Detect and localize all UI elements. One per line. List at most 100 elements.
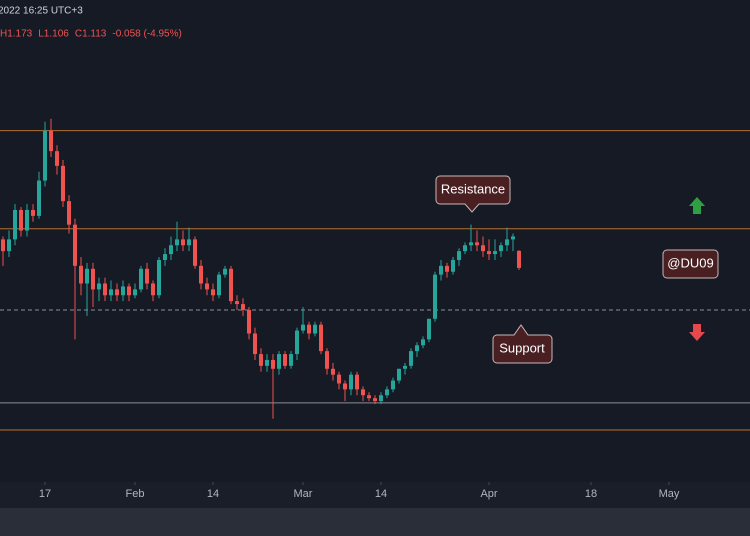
candle-body [181, 239, 185, 246]
candle-body [295, 330, 299, 355]
candle-body [373, 398, 377, 402]
ohlc-value: H1.173 [0, 29, 33, 40]
candle-body [25, 209, 29, 231]
candle-body [139, 268, 143, 290]
candle-body [145, 268, 149, 284]
candle-body [493, 251, 497, 255]
candle-body [1, 239, 5, 252]
candle-body [445, 265, 449, 272]
candle-body [61, 165, 65, 202]
candle-body [355, 374, 359, 390]
candle-body [427, 318, 431, 340]
candle-body [217, 274, 221, 296]
candle-body [67, 201, 71, 225]
candle-body [331, 368, 335, 375]
bottom-strip [0, 508, 750, 536]
candle-body [301, 324, 305, 331]
candle-body [313, 324, 317, 334]
callout-box [435, 175, 511, 213]
candle-body [211, 289, 215, 296]
candle-body [223, 268, 227, 275]
candle-body [121, 286, 125, 296]
candle-body [163, 254, 167, 260]
down-arrow [689, 324, 705, 341]
x-tick-label: 17 [39, 488, 51, 500]
candle-body [79, 265, 83, 284]
candle-body [289, 354, 293, 366]
candle-body [235, 301, 239, 305]
candle-body [283, 354, 287, 366]
candle-body [403, 365, 407, 369]
candle-body [37, 180, 41, 216]
candle-body [7, 239, 11, 252]
candle-body [247, 309, 251, 334]
x-tick-label: May [659, 488, 680, 500]
candle-body [19, 209, 23, 231]
candle-body [397, 368, 401, 381]
candle-body [91, 268, 95, 290]
ohlc-value: C1.113 [75, 29, 107, 40]
candle-body [307, 324, 311, 334]
candle-body [337, 374, 341, 384]
candle-body [367, 395, 371, 399]
resistance-callout: Resistance [435, 175, 511, 213]
candle-body [199, 265, 203, 284]
x-tick-label: 14 [207, 488, 219, 500]
candle-body [109, 289, 113, 296]
candle-body [265, 359, 269, 366]
x-tick-label: Feb [126, 488, 145, 500]
candle-body [73, 224, 77, 266]
candle-body [349, 374, 353, 390]
candle-body [325, 351, 329, 369]
candle-body [487, 251, 491, 255]
candle-body [271, 359, 275, 369]
candle-body [175, 239, 179, 246]
callout-box [492, 324, 553, 364]
candle-body [481, 245, 485, 252]
candle-body [463, 245, 467, 252]
plot-background [0, 0, 750, 482]
ohlc-value: L1.106 [38, 29, 69, 40]
ohlc-value: -0.058 (-4.95%) [112, 29, 181, 40]
candle-body [451, 259, 455, 272]
candle-body [205, 283, 209, 290]
candle-body [55, 151, 59, 166]
candle-body [517, 250, 521, 268]
candle-body [253, 333, 257, 355]
candle-body [505, 239, 509, 246]
candle-body [157, 259, 161, 296]
candle-body [415, 345, 419, 352]
candle-body [187, 239, 191, 246]
candle-body [475, 242, 479, 246]
candle-body [277, 354, 281, 369]
header-time: 2022 16:25 UTC+3 [0, 6, 83, 17]
callout-box [662, 249, 719, 279]
candle-body [193, 239, 197, 266]
candle-body [133, 289, 137, 296]
candle-body [391, 380, 395, 390]
watermark-callout: @DU09 [662, 249, 719, 279]
candle-body [127, 286, 131, 296]
candle-body [439, 265, 443, 275]
candle-body [319, 324, 323, 352]
candle-body [85, 268, 89, 284]
candle-body [385, 389, 389, 396]
candle-body [499, 245, 503, 252]
candle-body [97, 283, 101, 290]
candle-body [469, 242, 473, 246]
x-tick-label: 14 [375, 488, 387, 500]
candle-body [409, 351, 413, 366]
x-tick-label: 18 [585, 488, 597, 500]
candle-body [169, 245, 173, 255]
watermark-label: @DU09 [667, 255, 713, 270]
x-tick-label: Mar [294, 488, 313, 500]
up-arrow [689, 197, 705, 214]
x-tick-label: Apr [480, 488, 497, 500]
candle-body [49, 130, 53, 152]
candle-body [433, 274, 437, 319]
support-callout: Support [492, 324, 553, 364]
candle-body [31, 209, 35, 216]
candle-body [421, 339, 425, 346]
candle-body [343, 383, 347, 390]
support-label: Support [499, 340, 545, 355]
